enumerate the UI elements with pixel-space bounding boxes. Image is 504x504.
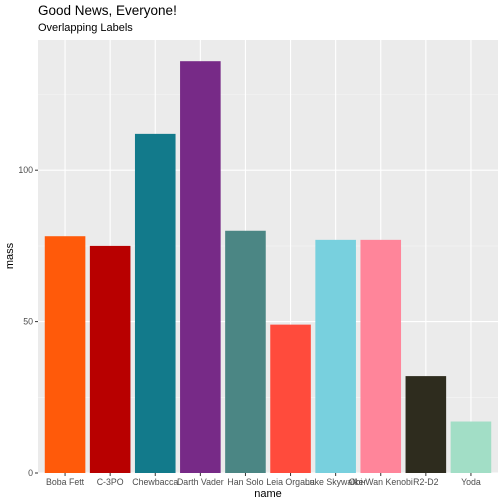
y-tick-label: 50 <box>23 317 33 327</box>
bar <box>270 324 311 473</box>
bar <box>450 421 492 473</box>
bar <box>89 245 131 473</box>
bar <box>405 376 447 473</box>
x-tick-label: Boba Fett <box>46 477 85 487</box>
bar <box>134 133 176 473</box>
bar <box>44 236 86 473</box>
bar <box>360 239 402 473</box>
x-tick-label: Obi-Wan Kenobi <box>349 477 413 487</box>
y-axis: 0 50 100 <box>18 165 38 478</box>
bar <box>315 239 356 473</box>
x-tick-label: Leia Organa <box>266 477 315 487</box>
bar <box>180 61 221 474</box>
bars <box>44 61 492 474</box>
x-tick-label: C-3PO <box>97 477 124 487</box>
x-axis-title: name <box>254 488 282 500</box>
chart-subtitle: Overlapping Labels <box>38 22 133 34</box>
x-tick-label: R2-D2 <box>413 477 439 487</box>
x-tick-label: Han Solo <box>227 477 263 487</box>
y-axis-title: mass <box>4 242 16 269</box>
x-tick-label: Luke Skywalker <box>305 477 367 487</box>
x-tick-label: Chewbacca <box>132 477 178 487</box>
x-tick-label: Darth Vader <box>177 477 224 487</box>
x-tick-label: Yoda <box>461 477 481 487</box>
y-tick-label: 100 <box>18 165 33 175</box>
y-tick-label: 0 <box>28 468 33 478</box>
chart-title: Good News, Everyone! <box>38 3 177 18</box>
bar <box>225 230 266 473</box>
